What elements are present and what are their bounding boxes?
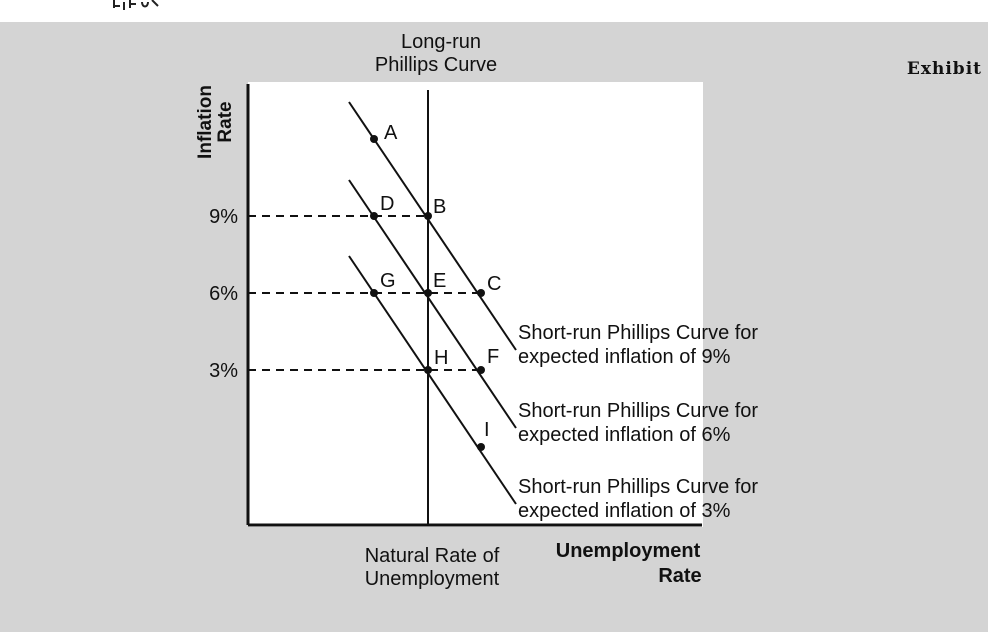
srpc-3-label-line1: Short-run Phillips Curve for [518,476,758,498]
lrpc-label-line2: Phillips Curve [375,54,497,76]
point-c [477,289,485,297]
point-g [370,289,378,297]
srpc-9-line [348,101,517,351]
srpc-6-line [348,179,517,429]
natural-rate-label-line1: Natural Rate of [365,545,500,567]
srpc-9-label-line1: Short-run Phillips Curve for [518,322,758,344]
point-label-d: D [380,193,394,215]
lrpc-label-line1: Long-run [401,31,481,53]
top-cropped-text-fragment [112,0,160,22]
srpc-6-label-line1: Short-run Phillips Curve for [518,400,758,422]
point-a [370,135,378,143]
plot-area [248,82,703,527]
point-label-h: H [434,347,448,369]
point-label-f: F [487,346,499,368]
natural-rate-label-line2: Unemployment [365,568,500,590]
x-axis-title-line2: Rate [658,565,701,587]
point-i [477,443,485,451]
exhibit-panel: A B C D E F G H I 9% 6% 3% Inflation Rat… [0,22,988,632]
srpc-6-label-line2: expected inflation of 6% [518,424,731,446]
point-label-a: A [384,122,398,144]
point-b [424,212,432,220]
point-d [370,212,378,220]
point-h [424,366,432,374]
y-axis-title-line2: Rate [215,101,236,142]
y-axis-title-line1: Inflation [195,85,216,159]
srpc-9-label-line2: expected inflation of 9% [518,346,731,368]
point-label-e: E [433,270,446,292]
y-tick-9: 9% [209,206,238,228]
point-label-c: C [487,273,501,295]
point-f [477,366,485,374]
phillips-curve-diagram: A B C D E F G H I 9% 6% 3% Inflation Rat… [195,31,982,590]
point-e [424,289,432,297]
srpc-3-line [348,255,517,505]
srpc-3-label-line2: expected inflation of 3% [518,500,731,522]
x-axis-title-line1: Unemployment [556,540,701,562]
y-tick-6: 6% [209,283,238,305]
point-label-b: B [433,196,446,218]
point-label-g: G [380,270,396,292]
y-tick-3: 3% [209,360,238,382]
point-label-i: I [484,419,490,441]
exhibit-label: Exhibit [907,59,982,79]
